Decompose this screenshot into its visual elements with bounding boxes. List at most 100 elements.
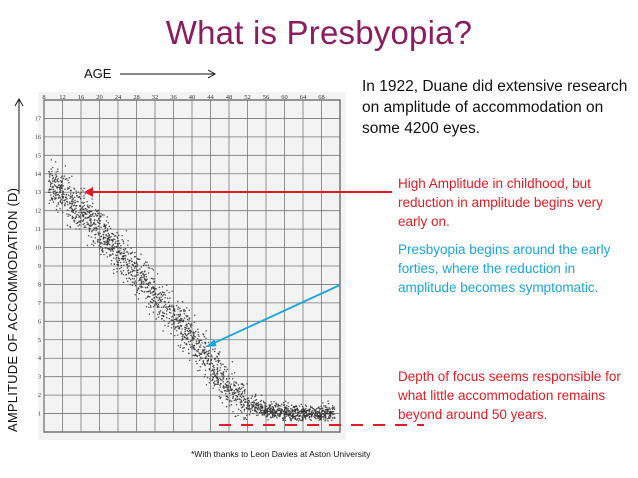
data-point [282, 404, 285, 406]
data-point [54, 194, 57, 197]
data-point [48, 174, 51, 176]
data-point [273, 410, 275, 412]
data-point [106, 237, 109, 240]
data-point [246, 383, 248, 385]
data-point [233, 384, 235, 387]
data-point [101, 214, 104, 216]
data-point [151, 291, 153, 294]
annotation-depth-of-focus: Depth of focus seems responsible for wha… [398, 369, 621, 422]
data-point [235, 382, 238, 385]
data-point [89, 205, 91, 207]
data-point [126, 258, 129, 260]
data-point [177, 344, 180, 347]
data-point [261, 413, 263, 416]
data-point [110, 259, 113, 262]
y-tick-label: 1 [38, 412, 41, 418]
data-point [86, 209, 88, 211]
data-point [220, 390, 222, 393]
data-point [118, 247, 120, 249]
data-point [286, 405, 288, 407]
data-point [166, 308, 169, 311]
data-point [311, 406, 313, 409]
data-point [74, 212, 76, 215]
data-point [327, 400, 329, 402]
data-point [212, 370, 215, 372]
data-point [191, 343, 193, 346]
data-point [83, 195, 85, 197]
data-point [183, 309, 185, 311]
data-point [260, 394, 263, 397]
data-point [228, 404, 231, 407]
data-point [237, 408, 240, 411]
data-point [170, 306, 172, 308]
data-point [277, 403, 279, 406]
data-point [156, 273, 159, 275]
data-point [287, 411, 289, 413]
data-point [196, 354, 198, 357]
data-point [186, 333, 189, 335]
data-point [116, 243, 119, 246]
data-point [287, 409, 289, 411]
data-point [162, 306, 165, 308]
data-point [160, 299, 162, 302]
data-point [49, 172, 52, 175]
data-point [95, 229, 97, 232]
data-point [118, 257, 120, 260]
data-point [214, 348, 216, 350]
data-point [53, 180, 55, 183]
data-point [122, 269, 125, 272]
data-point [98, 247, 101, 250]
data-point [112, 243, 114, 246]
data-point [69, 226, 72, 229]
data-point [83, 197, 85, 200]
data-point [83, 208, 85, 210]
data-point [134, 251, 136, 254]
data-point [103, 214, 105, 216]
data-point [103, 224, 106, 226]
data-point [72, 210, 74, 212]
data-point [64, 188, 66, 190]
data-point [55, 173, 57, 176]
data-point [129, 272, 131, 274]
data-point [240, 396, 243, 399]
data-point [318, 419, 320, 421]
data-point [55, 175, 58, 177]
data-point [140, 282, 143, 285]
data-point [214, 358, 216, 361]
data-point [258, 411, 261, 414]
data-point [300, 419, 302, 422]
data-point [199, 369, 201, 372]
data-point [64, 202, 66, 204]
data-point [310, 419, 313, 422]
data-point [327, 416, 330, 418]
data-point [237, 384, 240, 386]
data-point [77, 191, 79, 193]
data-point [88, 228, 90, 230]
data-point [265, 410, 268, 412]
data-point [164, 303, 167, 306]
data-point [247, 397, 250, 399]
data-point [166, 297, 169, 299]
data-point [301, 405, 304, 408]
data-point [239, 388, 242, 391]
data-point [178, 319, 181, 321]
data-point [53, 184, 56, 186]
data-point [322, 413, 325, 415]
data-point [86, 213, 88, 215]
data-point [143, 275, 145, 277]
data-point [266, 413, 268, 415]
data-point [198, 339, 200, 342]
data-point [261, 405, 263, 408]
data-point [309, 405, 312, 408]
data-point [213, 350, 216, 353]
data-point [93, 229, 95, 231]
data-point [270, 407, 272, 409]
data-point [69, 193, 72, 195]
data-point [276, 409, 278, 411]
data-point [172, 319, 174, 322]
data-point [83, 211, 86, 214]
data-point [164, 301, 166, 303]
data-point [213, 373, 216, 375]
data-point [256, 411, 259, 413]
data-point [279, 413, 282, 415]
